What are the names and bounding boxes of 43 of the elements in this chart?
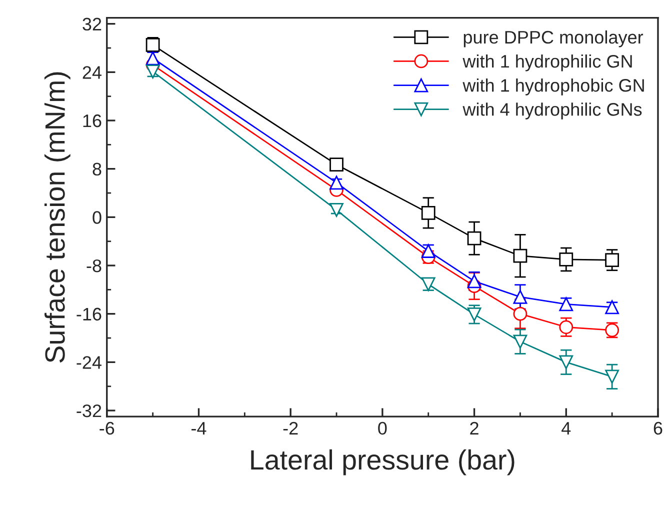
point: [513, 248, 528, 263]
point: [467, 308, 482, 322]
point: [559, 320, 574, 334]
x-tick-label: -4: [192, 422, 206, 435]
x-tick-label: 6: [654, 422, 662, 435]
y-tick-label: 32: [82, 18, 102, 31]
point: [605, 300, 619, 314]
point: [513, 306, 528, 321]
point: [330, 176, 344, 190]
x-tick-label: 2: [470, 422, 478, 435]
y-tick-label: 8: [92, 162, 102, 176]
y-tick-label: 0: [92, 211, 102, 224]
point: [421, 206, 436, 220]
y-tick-label: -16: [76, 308, 102, 321]
y-axis-title: Surface tension (mN/m): [44, 72, 70, 363]
y-tick-label: -8: [86, 259, 102, 272]
point: [513, 334, 528, 349]
point: [421, 277, 436, 292]
point: [467, 231, 482, 246]
point: [467, 274, 482, 288]
x-axis-title: Lateral pressure (bar): [251, 449, 514, 476]
point: [330, 158, 344, 172]
point: [559, 355, 574, 370]
point: [559, 297, 574, 312]
legend-label: with 1 hydrophilic GN: [462, 54, 632, 72]
point: [330, 202, 344, 217]
y-tick-label: 16: [83, 114, 102, 128]
point: [146, 51, 160, 66]
y-tick-label: -32: [76, 404, 102, 418]
point: [513, 290, 528, 304]
x-tick-label: -2: [283, 422, 298, 435]
point: [605, 253, 619, 268]
x-tick-label: -6: [100, 422, 114, 435]
x-tick-label: 4: [562, 422, 571, 435]
legend-label: pure DPPC monolayer: [464, 30, 644, 48]
legend-label: with 4 hydrophilic GNs: [462, 102, 642, 120]
point: [559, 252, 574, 266]
point: [146, 64, 160, 78]
x-tick-label: 0: [378, 422, 387, 435]
point: [605, 370, 619, 384]
y-tick-label: 24: [82, 66, 102, 79]
y-tick-label: -24: [76, 356, 102, 369]
legend-label: with 1 hydrophobic GN: [462, 78, 644, 96]
